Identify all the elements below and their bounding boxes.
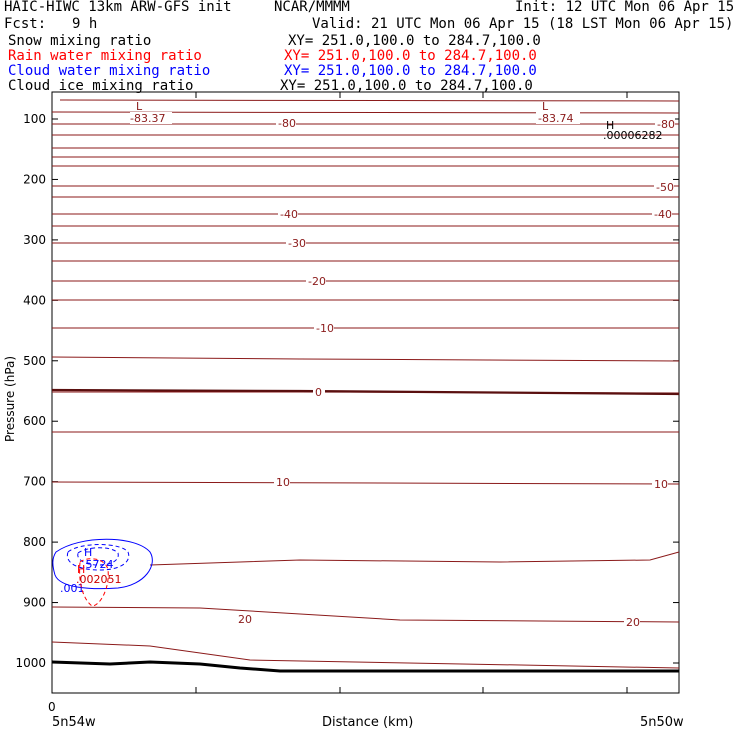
x-axis-label: Distance (km) bbox=[322, 715, 413, 730]
y-tick-label: 800 bbox=[23, 535, 46, 549]
y-tick-label: 300 bbox=[23, 233, 46, 247]
low-marker: L bbox=[136, 100, 143, 113]
rain-water-max-value: .002051 bbox=[76, 573, 122, 586]
contour-label: 20 bbox=[238, 613, 252, 626]
rain-water-max-marker: H bbox=[77, 563, 85, 576]
field-rain-xy: XY= 251.0,100.0 to 284.7,100.0 bbox=[284, 48, 537, 64]
contour-label: -83.37 bbox=[130, 112, 165, 125]
contour-line bbox=[149, 551, 680, 566]
cloud-water-inner bbox=[77, 547, 119, 566]
valid-time: Valid: 21 UTC Mon 06 Apr 15 (18 LST Mon … bbox=[312, 16, 734, 32]
contour-labels: -83.37 -80 -83.74 -80 -50 -40 -40 -30 -2… bbox=[130, 112, 675, 629]
extrema-markers: L L bbox=[136, 100, 549, 113]
high-value: .00006282 bbox=[603, 129, 663, 142]
surface-line bbox=[51, 660, 679, 673]
contour-label: -50 bbox=[656, 181, 674, 194]
contour-line bbox=[51, 356, 680, 362]
contour-label: -40 bbox=[280, 208, 298, 221]
contour-label: 0 bbox=[315, 386, 322, 399]
field-cloudice-name: Cloud ice mixing ratio bbox=[8, 78, 194, 94]
contour-label: 10 bbox=[654, 478, 668, 491]
low-marker: L bbox=[542, 100, 549, 113]
contour-label: 10 bbox=[276, 476, 290, 489]
zero-contour bbox=[51, 388, 680, 396]
contour-label: -20 bbox=[308, 275, 326, 288]
rain-water-contour bbox=[79, 558, 109, 607]
contour-line bbox=[51, 641, 680, 669]
y-tick-label: 1000 bbox=[15, 656, 46, 670]
contour-label: -80 bbox=[278, 117, 296, 130]
field-cloudwater-xy: XY= 251.0,100.0 to 284.7,100.0 bbox=[284, 63, 537, 79]
y-axis-label: Pressure (hPa) bbox=[3, 356, 17, 442]
cloud-water-max-marker: H bbox=[84, 546, 92, 559]
cloud-water-contours bbox=[52, 538, 153, 590]
x-tick-label-0: 0 bbox=[48, 700, 56, 714]
y-tick-label: 500 bbox=[23, 354, 46, 368]
contour-label: -80 bbox=[657, 118, 675, 131]
fcst-value: 9 h bbox=[72, 16, 98, 32]
contour-line bbox=[51, 606, 680, 623]
contour-label: -83.74 bbox=[538, 112, 573, 125]
y-tick-label: 400 bbox=[23, 293, 46, 307]
field-snow-xy: XY= 251.0,100.0 to 284.7,100.0 bbox=[288, 33, 541, 49]
contour-label: -40 bbox=[654, 208, 672, 221]
y-tick-label: 700 bbox=[23, 475, 46, 489]
field-cloudice-xy: XY= 251.0,100.0 to 284.7,100.0 bbox=[280, 78, 533, 94]
field-rain-name: Rain water mixing ratio bbox=[8, 48, 202, 64]
contour-label: -30 bbox=[288, 237, 306, 250]
init-time: Init: 12 UTC Mon 06 Apr 15 bbox=[515, 0, 735, 15]
contour-label: -10 bbox=[316, 322, 334, 335]
contour-line bbox=[59, 99, 680, 102]
x-left-label: 5n54w bbox=[52, 715, 96, 730]
temperature-contours bbox=[51, 99, 680, 669]
model-title: HAIC-HIWC 13km ARW-GFS init bbox=[4, 0, 232, 15]
cloud-water-outer bbox=[52, 538, 153, 590]
cloud-water-outer-label: .001 bbox=[60, 582, 85, 595]
x-axis bbox=[195, 92, 628, 693]
cloud-water-mid bbox=[66, 544, 130, 571]
high-marker: H bbox=[606, 119, 614, 132]
field-snow-name: Snow mixing ratio bbox=[8, 33, 152, 49]
contour-label: 20 bbox=[626, 616, 640, 629]
y-tick-label: 900 bbox=[23, 596, 46, 610]
y-tick-label: 100 bbox=[23, 112, 46, 126]
org-title: NCAR/MMMM bbox=[274, 0, 350, 15]
cloud-water-max-value: .5724 bbox=[82, 558, 114, 571]
contour-line bbox=[51, 481, 680, 485]
y-tick-label: 200 bbox=[23, 172, 46, 186]
fcst-label: Fcst: bbox=[4, 16, 47, 32]
y-tick-label: 600 bbox=[23, 414, 46, 428]
field-cloudwater-name: Cloud water mixing ratio bbox=[8, 63, 211, 79]
x-right-label: 5n50w bbox=[640, 715, 684, 730]
